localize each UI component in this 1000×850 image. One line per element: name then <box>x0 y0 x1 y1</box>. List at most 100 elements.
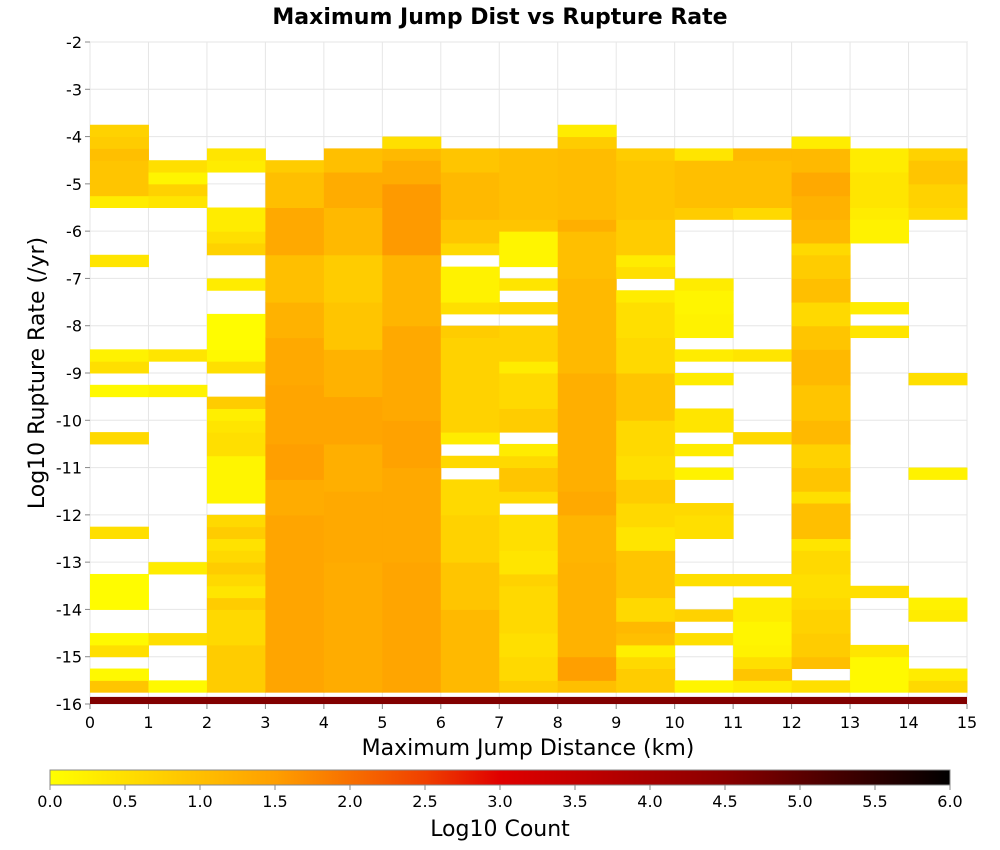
heatmap-cell <box>908 680 968 693</box>
heatmap-cell <box>616 621 676 634</box>
heatmap-cell <box>791 467 851 492</box>
heatmap-cell <box>206 562 266 575</box>
heatmap-cell <box>674 503 734 516</box>
heatmap-cell <box>499 302 559 315</box>
heatmap-cell <box>90 148 149 161</box>
heatmap-cell <box>791 278 851 303</box>
heatmap-cell <box>206 455 266 504</box>
heatmap-cell <box>674 373 734 386</box>
heatmap-cell <box>557 491 617 516</box>
heatmap-cell <box>674 514 734 539</box>
heatmap-cell <box>206 207 266 232</box>
heatmap-cell <box>616 455 676 480</box>
heatmap-cell <box>90 349 149 362</box>
y-axis-label: Log10 Rupture Rate (/yr) <box>25 237 50 509</box>
x-tick-label: 8 <box>553 713 563 732</box>
heatmap-cell <box>908 668 968 681</box>
heatmap-cell <box>850 219 910 244</box>
heatmap-cell <box>616 644 676 658</box>
y-tick-label: -9 <box>66 364 82 383</box>
heatmap-cell <box>206 231 266 244</box>
heatmap-cell <box>440 479 500 516</box>
y-tick-label: -3 <box>66 80 82 99</box>
x-tick-label: 15 <box>957 713 977 732</box>
heatmap-cell <box>206 526 266 539</box>
x-axis-label: Maximum Jump Distance (km) <box>362 736 695 761</box>
heatmap-cell <box>499 656 559 681</box>
x-tick-label: 14 <box>898 713 918 732</box>
heatmap-cell <box>908 609 968 622</box>
heatmap-cell <box>90 432 149 445</box>
heatmap-cell <box>206 148 266 161</box>
x-tick-label: 5 <box>377 713 387 732</box>
heatmap-cell <box>440 455 500 469</box>
heatmap-cell <box>90 254 149 268</box>
heatmap-cell <box>440 432 500 445</box>
heatmap-cell <box>791 573 851 599</box>
heatmap-cell <box>791 384 851 421</box>
heatmap-cell <box>733 668 793 681</box>
heatmap-cell <box>499 325 559 362</box>
heatmap-cell <box>733 656 793 670</box>
heatmap-cell <box>90 160 149 197</box>
x-tick-label: 1 <box>143 713 153 732</box>
heatmap-cell <box>850 585 910 599</box>
heatmap-cell <box>499 514 559 551</box>
heatmap-cell <box>791 597 851 610</box>
heatmap-cells <box>90 124 968 704</box>
heatmap-cell <box>499 361 559 374</box>
heatmap-cell <box>674 290 734 303</box>
heatmap-cell <box>616 373 676 421</box>
heatmap-cell <box>440 219 500 244</box>
heatmap-cell <box>206 361 266 374</box>
heatmap-cell <box>733 609 793 622</box>
heatmap-cell <box>440 337 500 433</box>
heatmap-cell <box>791 633 851 658</box>
heatmap-cell <box>206 160 266 173</box>
heatmap-cell <box>850 148 910 173</box>
heatmap-cell <box>90 573 149 610</box>
heatmap-cell <box>733 597 793 610</box>
heatmap-cell <box>206 349 266 362</box>
y-tick-label: -16 <box>56 695 82 714</box>
heatmap-cell <box>791 503 851 539</box>
heatmap-cell <box>616 550 676 599</box>
heatmap-cell <box>265 207 325 256</box>
heatmap-cell <box>499 633 559 658</box>
axis-ticks: 0 1 2 3 4 5 6 7 8 9 10 11 12 13 14 15-2-3-4-5-6-7-8-9-1… <box>56 33 977 732</box>
heatmap-cell <box>908 207 968 220</box>
heatmap-cell <box>90 633 149 646</box>
heatmap-cell <box>382 420 442 469</box>
colorbar-label: Log10 Count <box>430 817 570 842</box>
heatmap-cell <box>616 526 676 551</box>
heatmap-cell <box>557 148 617 220</box>
heatmap-cell <box>323 443 383 492</box>
heatmap-cell <box>440 514 500 563</box>
heatmap-cell <box>323 491 383 563</box>
heatmap-cell <box>557 124 617 138</box>
heatmap-cell <box>674 443 734 457</box>
heatmap-cell <box>206 313 266 350</box>
heatmap-cell <box>265 384 325 445</box>
heatmap-cell <box>616 290 676 303</box>
heatmap-cell <box>616 668 676 693</box>
heatmap-cell <box>557 231 617 279</box>
heatmap-cell <box>382 136 442 149</box>
heatmap-cell <box>265 160 325 173</box>
x-tick-label: 0 <box>85 713 95 732</box>
heatmap-cell <box>791 242 851 256</box>
heatmap-cell <box>791 656 851 670</box>
heatmap-cell <box>733 148 793 161</box>
heatmap-cell <box>850 302 910 315</box>
heatmap-cell <box>908 467 968 480</box>
heatmap-cell <box>499 231 559 268</box>
heatmap-cell <box>674 278 734 291</box>
colorbar-tick-label: 2.0 <box>337 792 362 811</box>
heatmap-cell <box>206 644 266 693</box>
heatmap-cell <box>323 562 383 693</box>
heatmap-cell <box>674 160 734 208</box>
colorbar-tick-label: 3.5 <box>562 792 587 811</box>
heatmap-cell <box>674 633 734 646</box>
heatmap-cell <box>440 148 500 173</box>
heatmap-cell <box>148 633 208 646</box>
